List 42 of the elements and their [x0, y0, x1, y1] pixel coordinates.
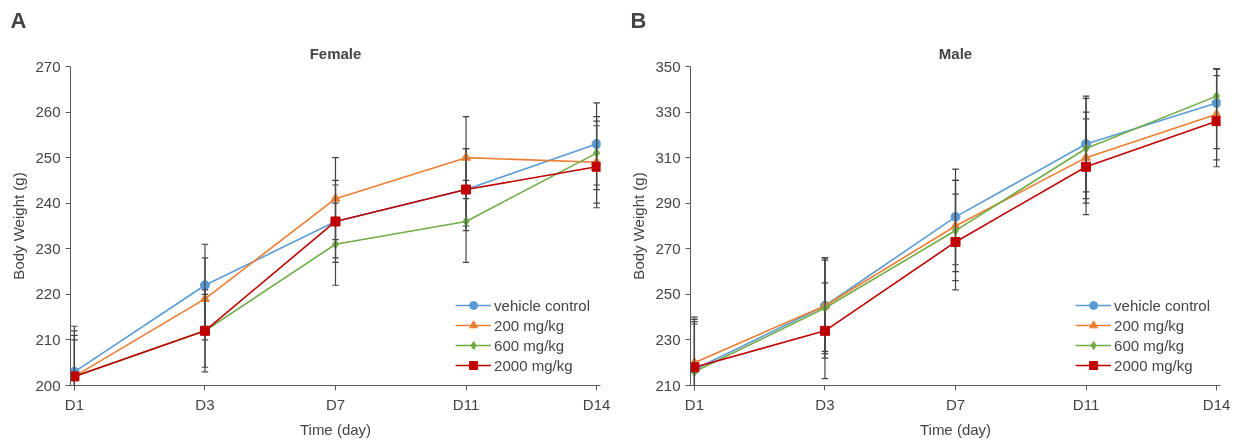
y-tick-label: 290	[655, 194, 681, 212]
legend-label: vehicle control	[494, 296, 590, 314]
y-tick-label: 230	[655, 330, 681, 348]
y-tick-label: 210	[655, 376, 681, 394]
x-tick-label: D3	[815, 395, 835, 413]
x-tick-label: D11	[1072, 395, 1100, 413]
text: A	[10, 7, 27, 33]
y-tick-label: 350	[655, 57, 681, 75]
y-tick-label: 260	[35, 103, 61, 121]
legend-label: 600 mg/kg	[1114, 336, 1185, 354]
y-tick-label: 200	[35, 376, 61, 394]
y-axis-title: Body Weight (g)	[10, 172, 28, 280]
chart-title: Male	[938, 44, 973, 62]
x-tick-label: D1	[684, 395, 705, 413]
legend-label: vehicle control	[1114, 296, 1210, 314]
x-tick-label: D14	[1202, 395, 1231, 413]
legend-label: 2000 mg/kg	[494, 356, 573, 374]
y-tick-label: 270	[35, 57, 61, 75]
x-axis-title: Time (day)	[299, 420, 372, 438]
legend-label: 600 mg/kg	[494, 336, 565, 354]
y-tick-label: 250	[655, 285, 681, 303]
x-tick-label: D3	[195, 395, 215, 413]
y-tick-label: 330	[655, 103, 681, 121]
x-tick-label: D7	[325, 395, 346, 413]
y-tick-label: 310	[655, 148, 681, 166]
y-tick-label: 270	[655, 239, 681, 257]
x-axis-title: Time (day)	[919, 420, 992, 438]
legend-label: 200 mg/kg	[1114, 316, 1185, 334]
text: B	[630, 7, 647, 33]
legend-label: 2000 mg/kg	[1114, 356, 1193, 374]
x-tick-label: D7	[945, 395, 966, 413]
chart-title: Female	[309, 44, 362, 62]
y-tick-label: 220	[35, 285, 61, 303]
y-tick-label: 210	[35, 330, 61, 348]
x-tick-label: D1	[64, 395, 85, 413]
x-tick-label: D11	[452, 395, 480, 413]
legend-label: 200 mg/kg	[494, 316, 565, 334]
x-tick-label: D14	[582, 395, 611, 413]
y-tick-label: 230	[35, 239, 61, 257]
y-tick-label: 240	[35, 194, 61, 212]
y-tick-label: 250	[35, 148, 61, 166]
y-axis-title: Body Weight (g)	[630, 172, 648, 280]
